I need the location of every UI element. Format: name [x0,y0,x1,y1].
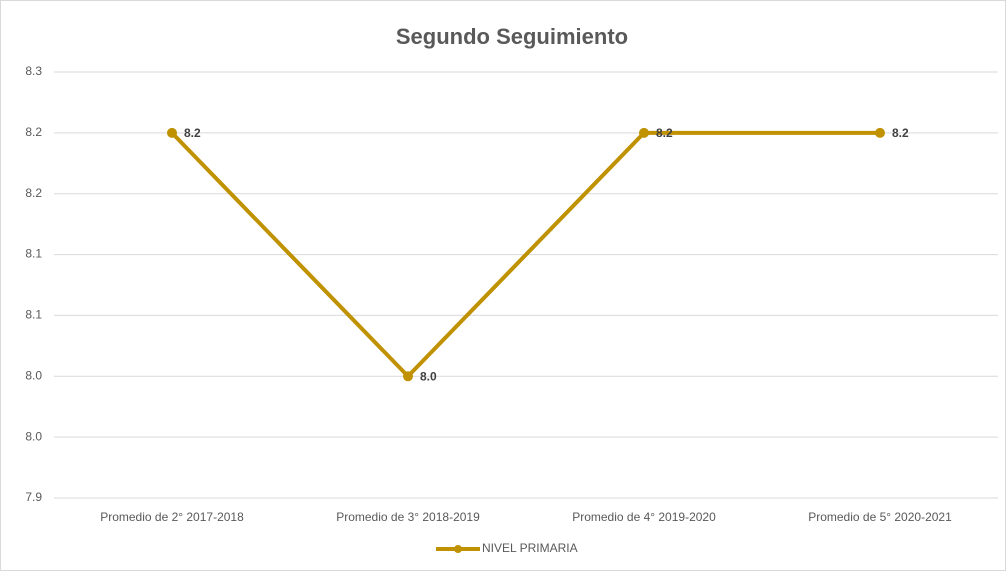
x-tick-label: Promedio de 2° 2017-2018 [100,510,244,524]
line [170,130,880,379]
x-tick-label: Promedio de 5° 2020-2021 [808,510,952,524]
marker [875,127,885,138]
data-label: 8.2 [892,126,909,140]
x-tick-label: Promedio de 3° 2018-2019 [336,510,480,524]
chart-title: Segundo Seguimiento [396,24,628,49]
y-tick-label: 8.3 [25,64,42,78]
marker [403,371,413,382]
legend-marker [454,545,462,553]
y-tick-label: 8.2 [25,125,42,139]
y-tick-label: 8.1 [25,308,42,322]
y-tick-label: 8.2 [25,186,42,200]
data-label: 8.2 [184,126,201,140]
data-label: 8.2 [656,126,673,140]
x-tick-label: Promedio de 4° 2019-2020 [572,510,716,524]
data-label: 8.0 [420,369,437,383]
legend-label: NIVEL PRIMARIA [482,541,578,555]
marker [639,127,649,138]
y-tick-label: 8.0 [25,429,42,443]
marker [167,127,177,138]
y-tick-label: 8.0 [25,368,42,382]
y-tick-label: 8.1 [25,247,42,261]
y-tick-label: 7.9 [25,490,42,504]
